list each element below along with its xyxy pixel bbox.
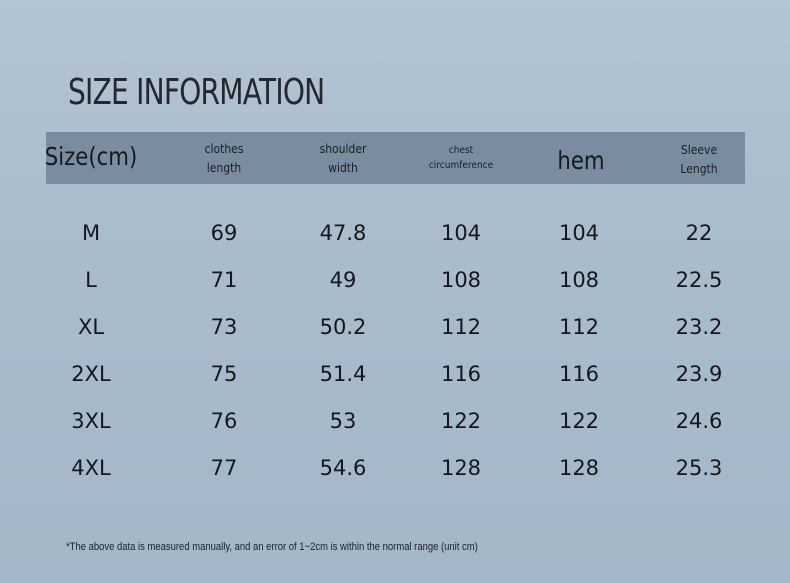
clothes-length-value: 73 bbox=[210, 315, 238, 339]
shoulder-width-value: 50.2 bbox=[319, 315, 367, 339]
table-row: XL 73 50.2 112 112 23.2 bbox=[46, 315, 745, 355]
table-row: L 71 49 108 108 22.5 bbox=[46, 268, 745, 308]
header-sleeve-length: Sleeve Length bbox=[680, 141, 717, 179]
size-table: Size(cm) clothes length shoulder width c… bbox=[44, 132, 745, 480]
shoulder-width-value: 47.8 bbox=[319, 221, 367, 245]
measurement-note: *The above data is measured manually, an… bbox=[66, 541, 478, 553]
table-row: 3XL 76 53 122 122 24.6 bbox=[46, 409, 745, 449]
sleeve-value: 24.6 bbox=[675, 409, 723, 433]
size-value: XL bbox=[77, 315, 105, 339]
header-size: Size(cm) bbox=[44, 142, 138, 171]
chest-value: 116 bbox=[440, 362, 482, 386]
size-value: 3XL bbox=[71, 409, 111, 433]
size-value: L bbox=[85, 268, 97, 292]
header-shoulder-width: shoulder width bbox=[320, 140, 367, 178]
table-row: 2XL 75 51.4 116 116 23.9 bbox=[46, 362, 745, 402]
shoulder-width-value: 54.6 bbox=[319, 456, 367, 480]
chest-value: 128 bbox=[440, 456, 482, 480]
header-sleeve-length-line1: Sleeve bbox=[680, 143, 718, 157]
header-hem: hem bbox=[557, 146, 605, 175]
chest-value: 122 bbox=[440, 409, 482, 433]
header-clothes-length-line2: length bbox=[206, 161, 242, 175]
header-shoulder-width-line1: shoulder bbox=[319, 142, 367, 156]
sleeve-value: 23.9 bbox=[675, 362, 723, 386]
sleeve-value: 22.5 bbox=[675, 268, 723, 292]
sleeve-value: 23.2 bbox=[675, 315, 723, 339]
size-value: 4XL bbox=[71, 456, 111, 480]
hem-value: 116 bbox=[558, 362, 600, 386]
hem-value: 122 bbox=[558, 409, 600, 433]
page-title: SIZE INFORMATION bbox=[68, 72, 325, 113]
header-chest: chest circumference bbox=[429, 143, 493, 173]
size-value: M bbox=[81, 221, 101, 245]
sleeve-value: 22 bbox=[685, 221, 713, 245]
header-chest-line2: circumference bbox=[428, 160, 494, 171]
clothes-length-value: 71 bbox=[210, 268, 238, 292]
table-header: Size(cm) clothes length shoulder width c… bbox=[44, 132, 745, 184]
hem-value: 128 bbox=[558, 456, 600, 480]
header-clothes-length-line1: clothes bbox=[204, 142, 244, 156]
header-clothes-length: clothes length bbox=[205, 140, 244, 178]
chest-value: 108 bbox=[440, 268, 482, 292]
shoulder-width-value: 49 bbox=[329, 268, 357, 292]
sleeve-value: 25.3 bbox=[675, 456, 723, 480]
clothes-length-value: 69 bbox=[210, 221, 238, 245]
table-row: M 69 47.8 104 104 22 bbox=[46, 221, 745, 261]
clothes-length-value: 75 bbox=[210, 362, 238, 386]
header-shoulder-width-line2: width bbox=[328, 161, 358, 175]
shoulder-width-value: 51.4 bbox=[319, 362, 367, 386]
header-sleeve-length-line2: Length bbox=[680, 162, 718, 176]
table-row: 4XL 77 54.6 128 128 25.3 bbox=[46, 456, 745, 496]
hem-value: 112 bbox=[558, 315, 600, 339]
hem-value: 108 bbox=[558, 268, 600, 292]
chest-value: 112 bbox=[440, 315, 482, 339]
size-value: 2XL bbox=[71, 362, 111, 386]
hem-value: 104 bbox=[558, 221, 600, 245]
shoulder-width-value: 53 bbox=[329, 409, 357, 433]
clothes-length-value: 76 bbox=[210, 409, 238, 433]
header-chest-line1: chest bbox=[448, 145, 474, 156]
clothes-length-value: 77 bbox=[210, 456, 238, 480]
chest-value: 104 bbox=[440, 221, 482, 245]
